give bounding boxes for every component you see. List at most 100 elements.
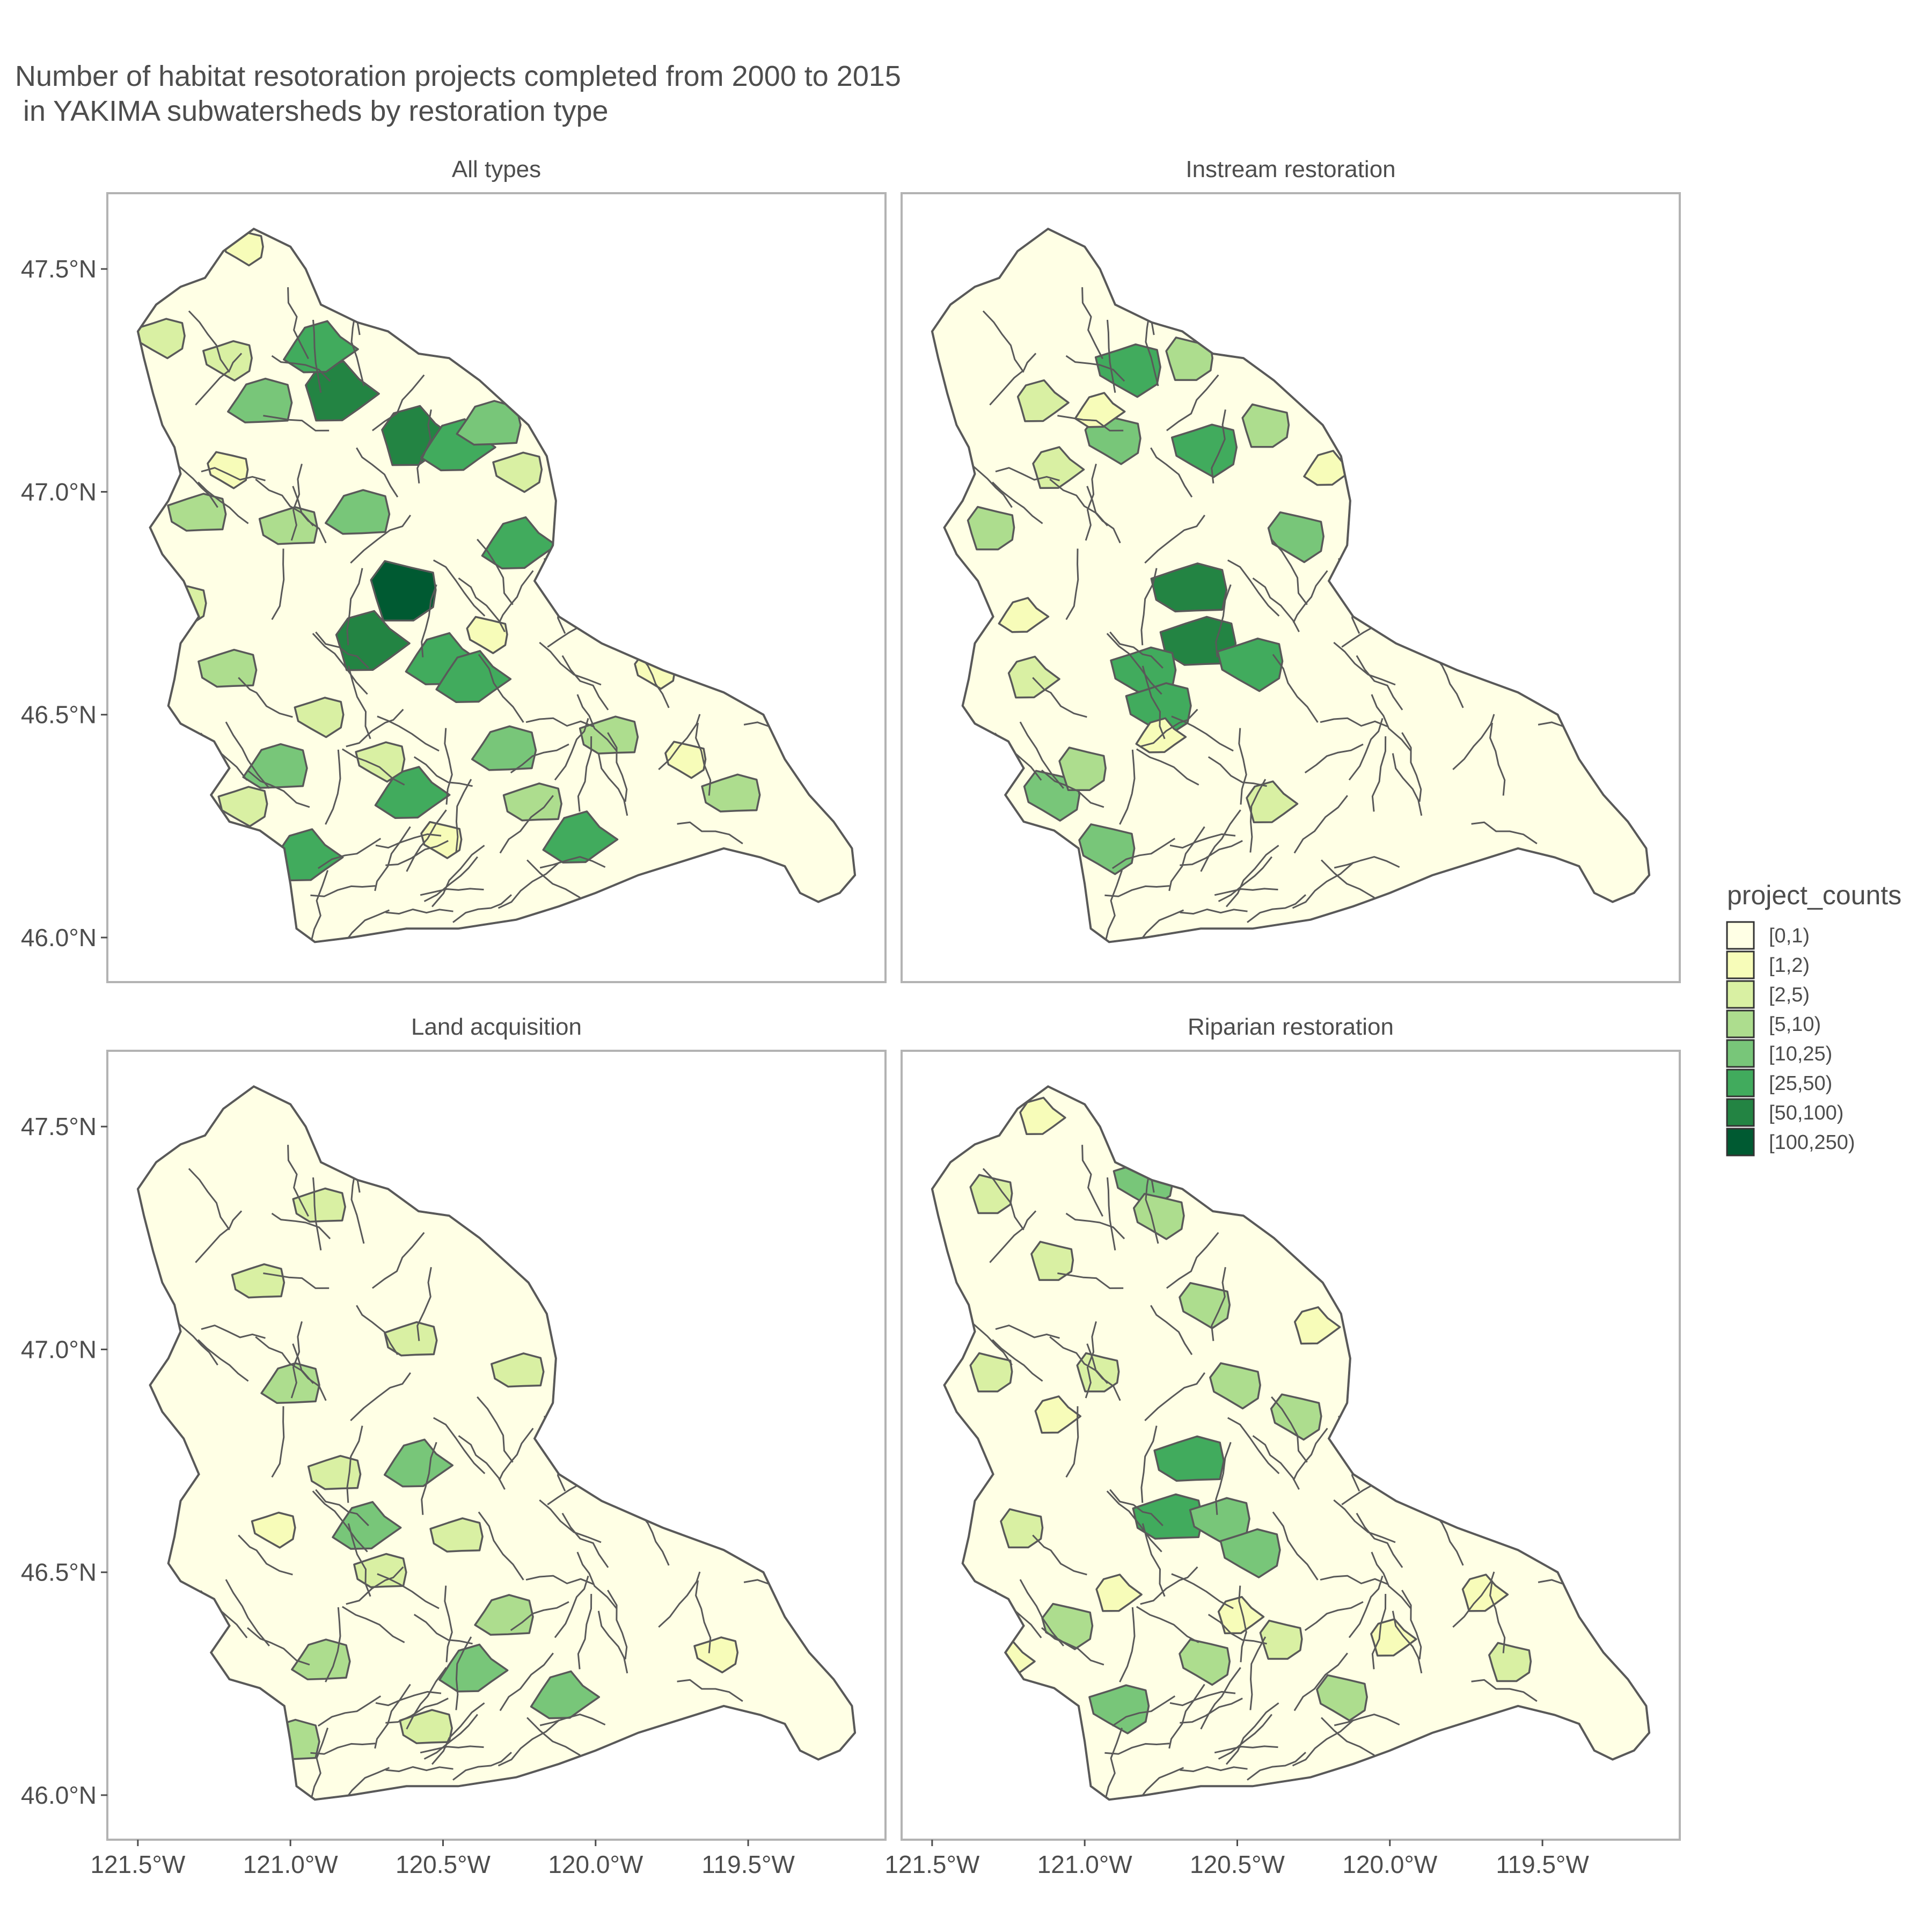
- subwatershed-boundary: [1150, 1305, 1193, 1356]
- subwatershed-boundary: [431, 1702, 485, 1765]
- x-tick-label: 121.5°W: [90, 1850, 186, 1878]
- subwatershed-boundary: [1141, 665, 1166, 740]
- subwatershed-boundary: [1249, 779, 1267, 853]
- subwatershed-4: [1088, 1684, 1150, 1735]
- subwatershed-boundary: [1371, 694, 1412, 752]
- subwatershed-boundary: [510, 1601, 569, 1631]
- subwatershed-boundary: [1169, 833, 1236, 849]
- subwatershed-2: [1000, 1508, 1044, 1549]
- subwatershed-boundary: [292, 486, 327, 544]
- subwatershed-boundary: [317, 1695, 382, 1727]
- subwatershed-boundary: [1171, 1573, 1234, 1609]
- legend-label: [50,100): [1769, 1102, 1843, 1124]
- subwatershed-boundary: [315, 631, 369, 669]
- subwatershed-boundary: [356, 447, 399, 498]
- subwatershed-boundary: [1065, 355, 1125, 382]
- subwatershed-boundary: [477, 1396, 514, 1463]
- subwatershed-3: [1132, 1192, 1185, 1240]
- subwatershed-boundary: [1348, 718, 1384, 781]
- watershed-border: [136, 1085, 857, 1801]
- subwatershed-3: [1041, 1602, 1094, 1650]
- subwatershed-4: [1219, 1528, 1281, 1578]
- subwatershed-boundary: [325, 1607, 341, 1682]
- subwatershed-boundary: [1452, 714, 1495, 771]
- subwatershed-4: [471, 725, 537, 771]
- subwatershed-boundary: [499, 795, 554, 854]
- subwatershed-boundary: [455, 779, 472, 853]
- subwatershed-boundary: [225, 721, 270, 789]
- subwatershed-boundary: [607, 732, 628, 802]
- subwatershed-boundary: [1392, 753, 1423, 816]
- y-tick-label: 46.5°N: [21, 701, 97, 729]
- subwatershed-boundary: [421, 1441, 437, 1515]
- subwatershed-boundary: [1140, 1566, 1198, 1605]
- subwatershed-boundary: [350, 1372, 412, 1422]
- subwatershed-4: [383, 1438, 454, 1488]
- subwatershed-boundary: [377, 715, 440, 752]
- legend-swatch: [1726, 1009, 1755, 1038]
- panel-title: All types: [452, 156, 541, 182]
- subwatershed-boundary: [1166, 374, 1219, 431]
- subwatershed-boundary: [225, 1579, 270, 1646]
- y-axis-top-row: 46.0°N 46.5°N 47.0°N 47.5°N: [21, 255, 107, 952]
- subwatershed-boundary: [1489, 1580, 1506, 1653]
- subwatershed-boundary: [1145, 1170, 1159, 1244]
- subwatershed-boundary: [499, 1652, 554, 1711]
- subwatershed-boundary: [346, 1566, 404, 1605]
- subwatershed-boundary: [1371, 1593, 1387, 1670]
- x-tick-label: 121.5°W: [884, 1850, 980, 1878]
- subwatershed-boundary: [1065, 1212, 1125, 1240]
- subwatershed-boundary: [374, 1684, 411, 1749]
- subwatersheds: [158, 1117, 811, 1800]
- panel-riparian-restoration: Riparian restoration: [901, 1014, 1681, 1841]
- subwatershed-boundary: [312, 319, 322, 393]
- subwatershed-boundary: [350, 312, 365, 386]
- subwatershed-boundary: [325, 749, 341, 825]
- x-axis-right-column: 121.5°W 121.0°W 120.5°W 120.0°W 119.5°W: [884, 1840, 1589, 1878]
- subwatersheds: [952, 1096, 1605, 1800]
- subwatershed-boundary: [1200, 1667, 1241, 1730]
- x-tick-label: 121.0°W: [243, 1850, 339, 1878]
- subwatershed-boundary: [271, 355, 331, 382]
- subwatershed-boundary: [1057, 415, 1124, 431]
- panel-instream-restoration: Instream restoration: [901, 156, 1681, 983]
- subwatershed-boundary: [433, 1417, 486, 1474]
- panel-title: Instream restoration: [1185, 156, 1395, 182]
- subwatershed-3: [701, 773, 761, 813]
- subwatershed-2: [1016, 379, 1070, 422]
- legend-label: [2,5): [1769, 984, 1810, 1006]
- subwatershed-boundary: [1144, 515, 1206, 564]
- subwatershed-boundary: [1140, 708, 1198, 748]
- subwatershed-boundary: [1320, 717, 1388, 728]
- subwatershed-boundary: [1109, 1489, 1163, 1526]
- subwatershed-boundary: [312, 633, 368, 695]
- subwatershed-boundary: [1107, 1177, 1116, 1251]
- subwatershed-boundary: [1227, 1417, 1280, 1474]
- subwatershed-boundary: [1489, 722, 1506, 796]
- y-tick-label: 46.5°N: [21, 1558, 97, 1586]
- subwatershed-boundary: [1169, 1690, 1236, 1707]
- subwatershed-1: [1303, 450, 1355, 486]
- subwatershed-boundary: [375, 1690, 442, 1707]
- subwatershed-4: [332, 1501, 402, 1550]
- subwatershed-boundary: [1471, 1679, 1538, 1702]
- subwatershed-boundary: [539, 1714, 606, 1726]
- legend-swatch: [1726, 1039, 1755, 1068]
- subwatershed-2: [969, 1352, 1013, 1393]
- subwatershed-boundary: [1104, 1743, 1170, 1755]
- legend-label: [10,25): [1769, 1043, 1832, 1065]
- subwatershed-boundary: [478, 1511, 524, 1580]
- panel-map: [931, 1085, 1651, 1801]
- subwatershed-boundary: [1392, 1611, 1423, 1674]
- subwatershed-boundary: [290, 464, 303, 541]
- subwatershed-boundary: [1119, 1607, 1136, 1682]
- subwatershed-boundary: [271, 548, 285, 620]
- subwatershed-boundary: [1109, 631, 1163, 669]
- panel-title: Riparian restoration: [1188, 1014, 1394, 1040]
- subwatershed-boundary: [431, 845, 485, 908]
- subwatershed-boundary: [315, 1489, 369, 1526]
- subwatershed-boundary: [342, 1606, 405, 1643]
- subwatershed-boundary: [374, 826, 411, 891]
- subwatershed-boundary: [510, 743, 569, 774]
- subwatershed-boundary: [1106, 633, 1162, 695]
